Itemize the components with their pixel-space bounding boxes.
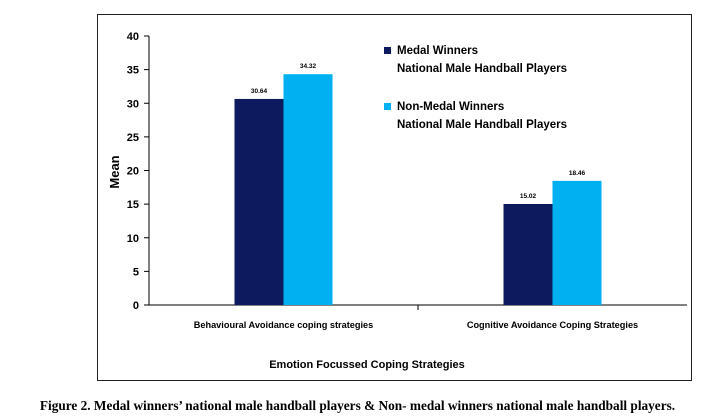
data-label: 18.46: [569, 170, 586, 177]
data-label: 15.02: [520, 193, 537, 200]
bar-non-medal-1: [283, 74, 333, 305]
bar-chart: 0 5 10 15 20 25 30 35 40 30.64 34.32 Behavioural Av…: [107, 31, 687, 371]
bar-medal-2: [503, 203, 553, 305]
y-tick-label: 0: [133, 300, 139, 312]
figure-caption: Figure 2. Medal winners’ national male h…: [39, 398, 676, 413]
y-axis-label: Mean: [107, 155, 122, 188]
x-tick-label: Cognitive Avoidance Coping Strategies: [467, 320, 638, 330]
y-tick-label: 40: [127, 31, 139, 43]
x-axis-title: Emotion Focussed Coping Strategies: [269, 359, 465, 371]
legend-swatch: [384, 47, 391, 54]
legend-label: Non-Medal Winners: [397, 101, 504, 113]
data-label: 34.32: [300, 63, 317, 70]
y-tick-label: 20: [127, 166, 139, 178]
y-tick-label: 10: [127, 233, 139, 245]
x-tick-label: Behavioural Avoidance coping strategies: [194, 320, 374, 330]
legend-label: Medal Winners: [397, 45, 478, 57]
y-tick-label: 30: [127, 98, 139, 110]
bar-non-medal-2: [552, 180, 602, 305]
bar-medal-1: [234, 98, 284, 305]
data-label: 30.64: [251, 88, 268, 95]
y-tick-label: 25: [127, 132, 139, 144]
y-tick-label: 5: [133, 266, 139, 278]
legend-swatch: [384, 103, 391, 110]
legend: Medal Winners National Male Handball Play…: [384, 45, 567, 131]
y-tick-label: 35: [127, 65, 139, 77]
legend-label: National Male Handball Players: [397, 119, 567, 131]
cropped-heading-fragment: [0, 0, 715, 6]
legend-label: National Male Handball Players: [397, 63, 567, 75]
y-tick-label: 15: [127, 199, 139, 211]
